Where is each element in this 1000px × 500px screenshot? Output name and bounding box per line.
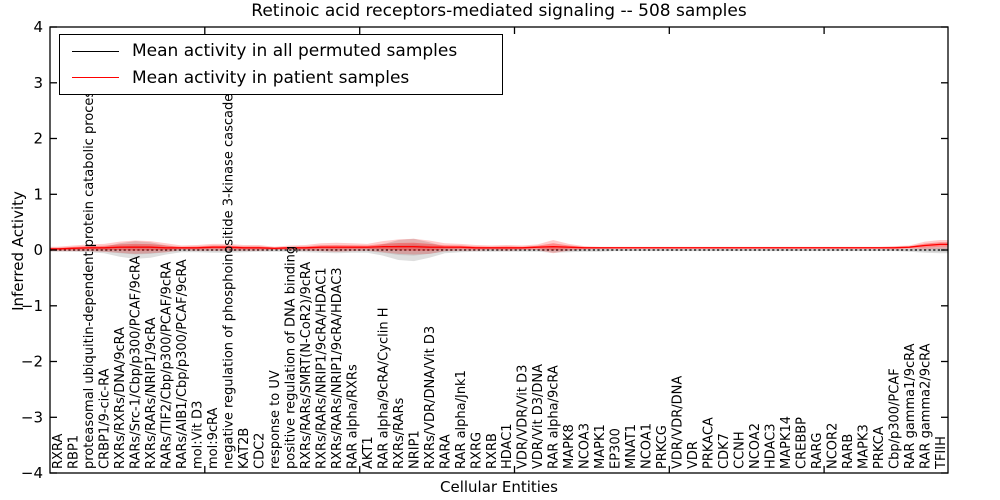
x-tick-label: KAT2B	[237, 428, 252, 469]
x-tick-label: RARs/Src-1/Cbp/p300/PCAF/9cRA	[129, 256, 144, 469]
x-tick-label: NCOA2	[748, 423, 763, 469]
y-tick-label: −2	[21, 353, 43, 371]
x-tick-label: RARs/AIB1/Cbp/p300/PCAF/9cRA	[175, 259, 190, 469]
x-tick-label: RAR gamma2/9cRA	[918, 343, 933, 469]
legend-label-permuted: Mean activity in all permuted samples	[132, 41, 458, 62]
x-tick-label: RARB	[841, 434, 856, 469]
x-tick-label: RBP1	[67, 435, 82, 469]
x-tick-label: RARA	[438, 434, 453, 469]
y-tick-label: −4	[21, 464, 43, 482]
x-tick-label: Cbp/p300/PCAF	[887, 368, 902, 469]
x-tick-label: RXRs/RARs/NRIP1/9cRA	[144, 317, 159, 469]
x-tick-label: RXRs/RARs/NRIP1/9cRA/HDAC3	[330, 267, 345, 469]
y-tick-label: 1	[33, 185, 43, 203]
x-tick-label: mol:Vit D3	[191, 401, 206, 469]
x-tick-label: CDC2	[253, 433, 268, 469]
x-tick-label: RXRs/RARs	[392, 397, 407, 469]
x-tick-label: RXRA	[51, 434, 66, 469]
y-tick-label: 4	[33, 18, 43, 36]
y-axis-title: Inferred Activity	[9, 191, 27, 311]
x-tick-label: RAR alpha/9cRA	[547, 365, 562, 469]
legend: Mean activity in all permuted samples Me…	[59, 34, 503, 95]
x-tick-label: RXRs/RARs/SMRT(N-CoR2)/9cRA	[299, 262, 314, 469]
x-tick-label: VDR	[686, 441, 701, 469]
x-tick-label: RXRs/VDR/DNA/Vit D3	[423, 326, 438, 469]
x-tick-label: MNAT1	[624, 424, 639, 469]
x-tick-label: negative regulation of phosphoinositide …	[222, 94, 237, 469]
x-tick-label: RARG	[810, 432, 825, 469]
x-tick-label: RAR alpha/Jnk1	[454, 370, 469, 469]
legend-entry-permuted: Mean activity in all permuted samples	[60, 41, 502, 61]
x-tick-label: RAR alpha/RXRs	[345, 364, 360, 469]
x-tick-label: CREBBP	[794, 417, 809, 469]
x-tick-label: MAPK8	[562, 424, 577, 469]
x-tick-label: HDAC3	[763, 423, 778, 469]
x-tick-label: RXRG	[469, 432, 484, 469]
x-tick-label: CDK7	[717, 433, 732, 469]
x-tick-label: PRKACA	[702, 417, 717, 469]
x-tick-label: RXRs/RARs/NRIP1/9cRA/HDAC1	[314, 267, 329, 469]
x-tick-label: EP300	[609, 428, 624, 469]
x-tick-label: TFIIH	[934, 436, 949, 470]
x-tick-label: MAPK1	[593, 424, 608, 469]
x-tick-label: RARs/TIF2/Cbp/p300/PCAF/9cRA	[160, 262, 175, 469]
patient-line-swatch	[72, 77, 119, 79]
permuted-band-inner	[50, 244, 948, 256]
y-tick-label: 3	[33, 74, 43, 92]
x-tick-label: proteasomal ubiquitin-dependent protein …	[82, 84, 97, 469]
x-tick-label: NRIP1	[407, 430, 422, 469]
legend-label-patient: Mean activity in patient samples	[132, 67, 410, 88]
y-tick-label: 2	[33, 130, 43, 148]
x-tick-label: CCNH	[733, 431, 748, 469]
y-tick-label: −3	[21, 408, 43, 426]
x-tick-label: RAR alpha/9cRA/Cyclin H	[376, 308, 391, 469]
x-tick-label: NCOA3	[578, 423, 593, 469]
x-tick-label: VDR/VDR/DNA	[671, 376, 686, 469]
x-tick-label: MAPK3	[856, 424, 871, 469]
x-tick-label: response to UV	[268, 370, 283, 469]
x-tick-label: PRKCA	[872, 426, 887, 469]
patient-mean-line	[50, 243, 948, 250]
x-tick-label: mol:9cRA	[206, 407, 221, 469]
patient-band-outer	[50, 238, 948, 255]
x-tick-label: MAPK14	[779, 416, 794, 469]
x-tick-label: RXRB	[485, 433, 500, 469]
x-tick-label: positive regulation of DNA binding	[284, 246, 299, 469]
x-tick-label: RAR gamma1/9cRA	[903, 343, 918, 469]
x-tick-label: HDAC1	[500, 423, 515, 469]
x-tick-label: NCOR2	[825, 423, 840, 469]
x-tick-label: NCOA1	[640, 423, 655, 469]
x-tick-label: CRBP1/9-cic-RA	[98, 368, 113, 469]
legend-entry-patient: Mean activity in patient samples	[60, 68, 502, 88]
y-tick-label: 0	[33, 241, 43, 259]
x-tick-label: AKT1	[361, 436, 376, 469]
chart-title: Retinoic acid receptors-mediated signali…	[251, 1, 747, 21]
y-tick-label: −1	[21, 297, 43, 315]
permuted-line-swatch	[72, 50, 119, 52]
x-tick-label: VDR/VDR/Vit D3	[516, 365, 531, 469]
permuted-band-outer	[50, 238, 948, 262]
x-tick-label: VDR/Vit D3/DNA	[531, 364, 546, 469]
x-axis-title: Cellular Entities	[440, 478, 558, 496]
x-tick-label: RXRs/RXRs/DNA/9cRA	[113, 327, 128, 469]
x-tick-label: PRKCG	[655, 425, 670, 469]
